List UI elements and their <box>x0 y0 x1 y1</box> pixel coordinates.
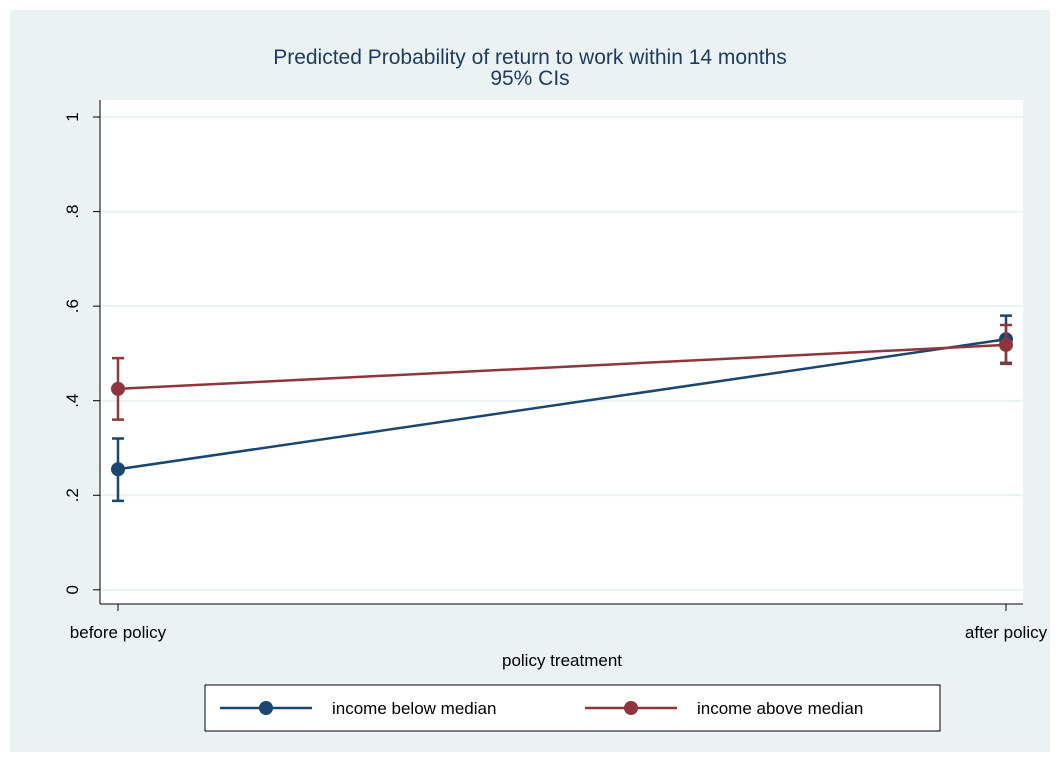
legend-label: income above median <box>697 699 863 718</box>
chart-title: Predicted Probability of return to work … <box>273 46 787 69</box>
y-tick-label: .8 <box>63 204 82 218</box>
series-line <box>117 343 1007 391</box>
legend <box>204 684 941 732</box>
y-tick-label: 1 <box>63 112 82 121</box>
y-tick-label: .6 <box>63 299 82 313</box>
legend-marker <box>624 701 638 715</box>
legend-marker <box>259 701 273 715</box>
x-tick-label: after policy <box>965 623 1048 642</box>
point <box>111 462 125 477</box>
x-tick-label: before policy <box>70 623 167 642</box>
series-line <box>117 337 1007 471</box>
y-tick-label: .2 <box>63 488 82 502</box>
y-tick-label: 0 <box>63 585 82 594</box>
chart-subtitle: 95% CIs <box>490 67 569 90</box>
point <box>111 381 125 396</box>
x-axis-label: policy treatment <box>502 651 622 670</box>
y-tick-label: .4 <box>63 394 82 408</box>
point <box>999 337 1013 352</box>
legend-label: income below median <box>332 699 496 718</box>
